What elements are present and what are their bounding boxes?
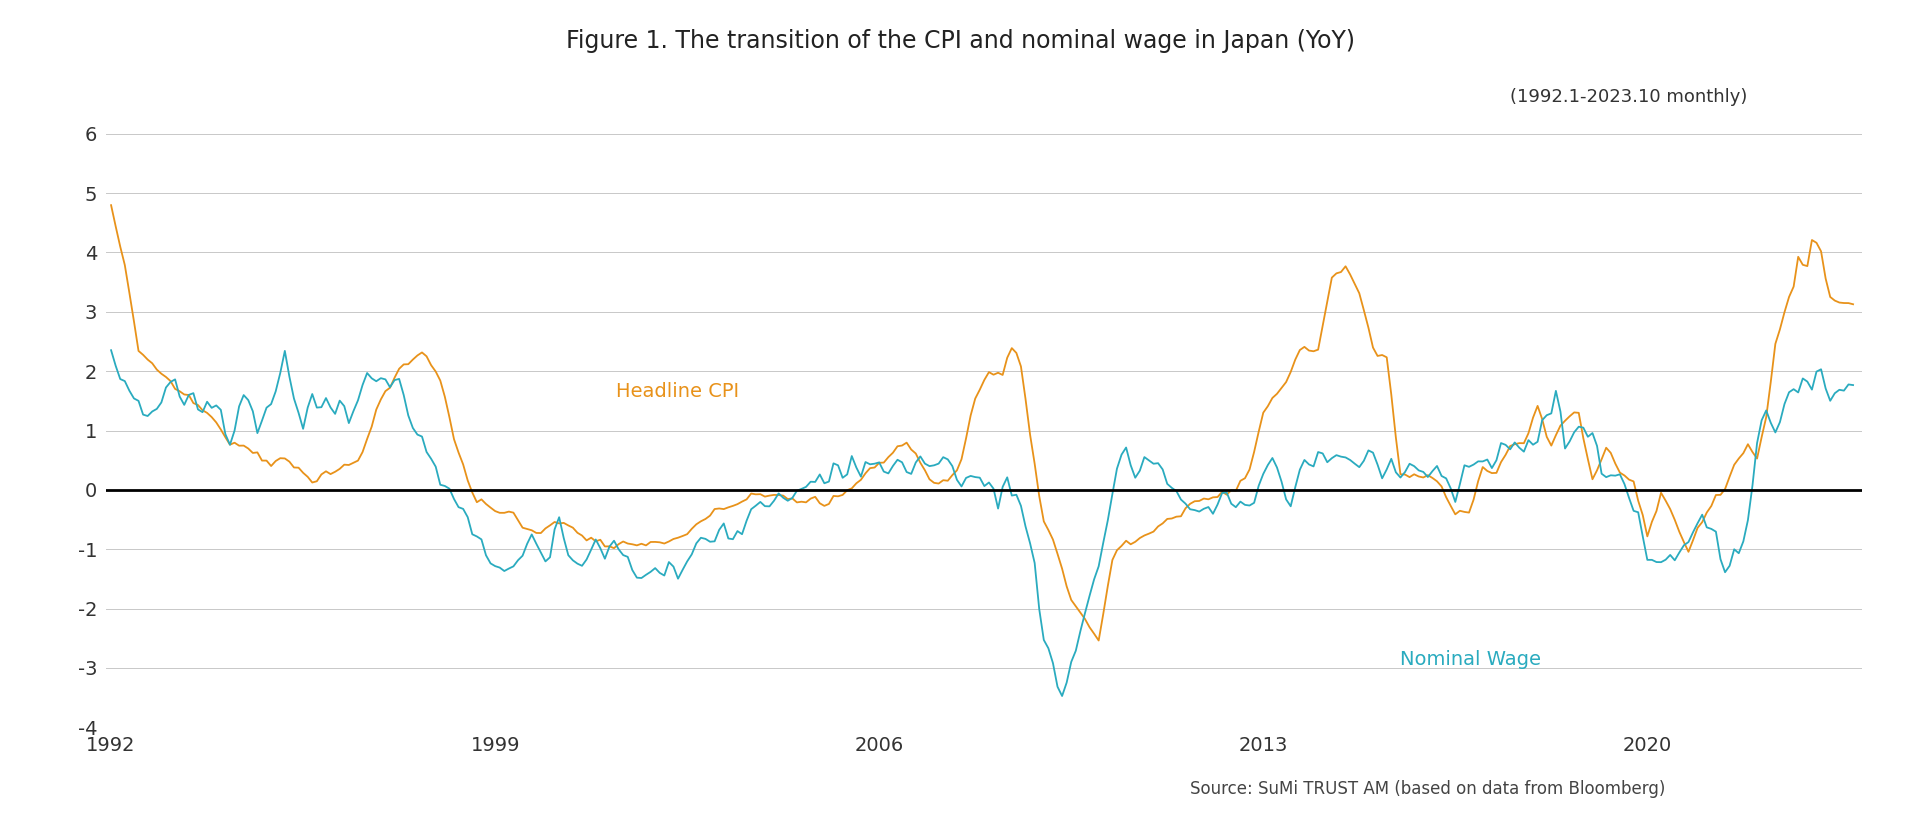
Text: Figure 1. The transition of the CPI and nominal wage in Japan (YoY): Figure 1. The transition of the CPI and … [566,29,1354,54]
Text: Nominal Wage: Nominal Wage [1400,650,1542,669]
Text: Source: SuMi TRUST AM (based on data from Bloomberg): Source: SuMi TRUST AM (based on data fro… [1190,780,1667,798]
Text: Headline CPI: Headline CPI [616,382,739,401]
Text: (1992.1-2023.10 monthly): (1992.1-2023.10 monthly) [1509,88,1747,106]
